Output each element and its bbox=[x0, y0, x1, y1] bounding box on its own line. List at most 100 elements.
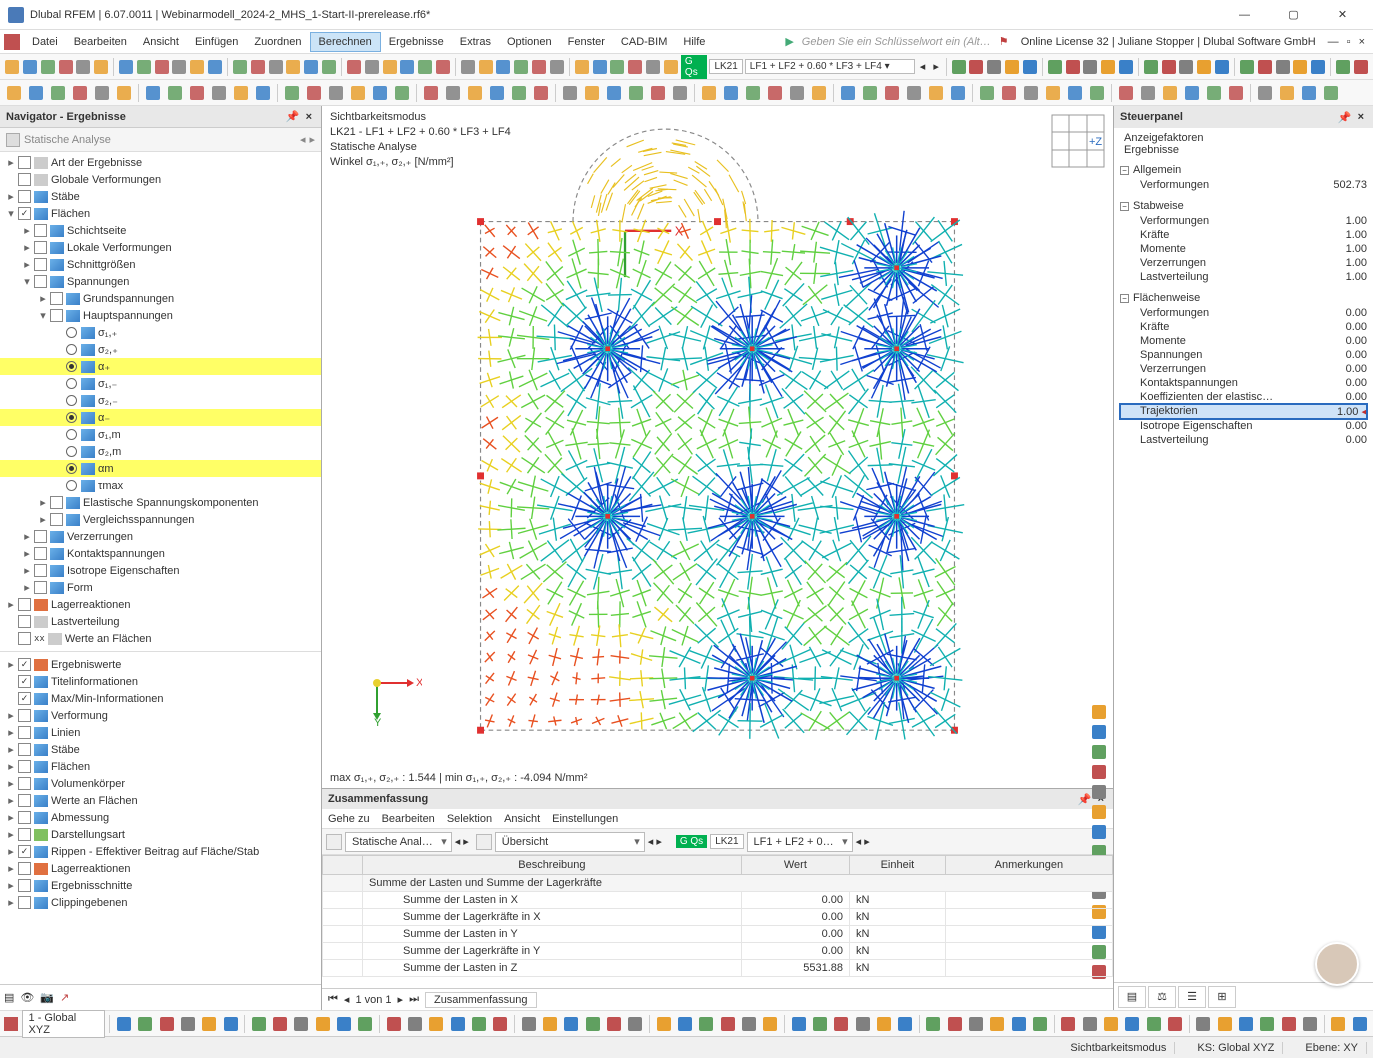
checkbox[interactable] bbox=[18, 156, 31, 169]
sum-prev2-icon[interactable]: ◂ bbox=[648, 835, 654, 848]
checkbox[interactable] bbox=[34, 581, 47, 594]
checkbox[interactable] bbox=[18, 743, 31, 756]
toolbar-button[interactable] bbox=[382, 57, 398, 77]
bottom-toolbar-button[interactable] bbox=[1258, 1014, 1277, 1034]
menu-berechnen[interactable]: Berechnen bbox=[310, 32, 381, 52]
toolbar-button[interactable] bbox=[1321, 83, 1341, 103]
panel-row[interactable]: Verformungen502.73 bbox=[1120, 178, 1367, 192]
tree-item[interactable]: ▸Flächen bbox=[0, 758, 321, 775]
panel-row[interactable]: Kräfte0.00 bbox=[1120, 320, 1367, 334]
sum-lc-next-icon[interactable]: ▸ bbox=[864, 835, 870, 848]
sum-prev-icon[interactable]: ◂ bbox=[455, 835, 461, 848]
toolbar-button[interactable] bbox=[232, 57, 248, 77]
nav-tab-eye-icon[interactable]: 👁 bbox=[20, 991, 34, 1004]
checkbox[interactable] bbox=[34, 241, 47, 254]
toolbar-button[interactable] bbox=[435, 57, 451, 77]
toolbar-button[interactable] bbox=[417, 57, 433, 77]
toolbar-button[interactable] bbox=[399, 57, 415, 77]
bottom-toolbar-button[interactable] bbox=[626, 1014, 645, 1034]
tree-item[interactable]: σ₂,m bbox=[0, 443, 321, 460]
bottom-toolbar-button[interactable] bbox=[1279, 1014, 1298, 1034]
sum-next-icon[interactable]: ▸ bbox=[463, 835, 469, 848]
panel-row[interactable]: Verzerrungen0.00 bbox=[1120, 362, 1367, 376]
summary-view-combo[interactable]: Übersicht bbox=[495, 832, 645, 852]
bottom-toolbar-button[interactable] bbox=[583, 1014, 602, 1034]
tree-item[interactable]: τmax bbox=[0, 477, 321, 494]
toolbar-button[interactable] bbox=[1255, 83, 1275, 103]
bottom-toolbar-button[interactable] bbox=[540, 1014, 559, 1034]
bottom-toolbar-button[interactable] bbox=[249, 1014, 268, 1034]
toolbar-button[interactable] bbox=[165, 83, 185, 103]
toolbar-button[interactable] bbox=[209, 83, 229, 103]
sum-toolbar-button[interactable] bbox=[1089, 802, 1109, 822]
toolbar-button[interactable] bbox=[1299, 83, 1319, 103]
maximize-button[interactable]: ▢ bbox=[1271, 1, 1316, 29]
tree-item[interactable]: σ₂,₊ bbox=[0, 341, 321, 358]
checkbox[interactable] bbox=[34, 258, 47, 271]
table-row[interactable]: Summe der Lasten in Y0.00kN bbox=[323, 926, 1113, 943]
tree-item[interactable]: ▸Isotrope Eigenschaften bbox=[0, 562, 321, 579]
tree-item[interactable]: ▸Clippingebenen bbox=[0, 894, 321, 911]
toolbar-button[interactable] bbox=[231, 83, 251, 103]
summary-menu-item[interactable]: Einstellungen bbox=[552, 813, 618, 825]
tree-item[interactable]: σ₁,m bbox=[0, 426, 321, 443]
close-button[interactable]: ✕ bbox=[1320, 1, 1365, 29]
toolbar-button[interactable] bbox=[809, 83, 829, 103]
toolbar-button[interactable] bbox=[496, 57, 512, 77]
tree-item[interactable]: ▸Art der Ergebnisse bbox=[0, 154, 321, 171]
bottom-toolbar-button[interactable] bbox=[832, 1014, 851, 1034]
bottom-toolbar-button[interactable] bbox=[654, 1014, 673, 1034]
lc-prev-icon[interactable]: ◂ bbox=[917, 60, 929, 73]
menu-zuordnen[interactable]: Zuordnen bbox=[246, 33, 309, 51]
panel-row[interactable]: Lastverteilung1.00 bbox=[1120, 270, 1367, 284]
toolbar-button[interactable] bbox=[465, 83, 485, 103]
toolbar-button[interactable] bbox=[986, 57, 1002, 77]
toolbar-button[interactable] bbox=[303, 57, 319, 77]
minimize-button[interactable]: — bbox=[1222, 1, 1267, 29]
sum-tb-icon[interactable] bbox=[326, 834, 342, 850]
tree-item[interactable]: ▸Ergebniswerte bbox=[0, 656, 321, 673]
bottom-toolbar-button[interactable] bbox=[1236, 1014, 1255, 1034]
toolbar-button[interactable] bbox=[948, 83, 968, 103]
checkbox[interactable] bbox=[18, 845, 31, 858]
tree-item[interactable]: ▸Stäbe bbox=[0, 188, 321, 205]
panel-row[interactable]: Lastverteilung0.00 bbox=[1120, 433, 1367, 447]
tree-item[interactable]: ▸Schichtseite bbox=[0, 222, 321, 239]
toolbar-button[interactable] bbox=[626, 83, 646, 103]
bottom-toolbar-button[interactable] bbox=[718, 1014, 737, 1034]
toolbar-button[interactable] bbox=[645, 57, 661, 77]
coord-system[interactable]: 1 - Global XYZ bbox=[22, 1010, 106, 1038]
toolbar-button[interactable] bbox=[904, 83, 924, 103]
checkbox[interactable] bbox=[18, 675, 31, 688]
toolbar-button[interactable] bbox=[509, 83, 529, 103]
tree-item[interactable]: ▾Flächen bbox=[0, 205, 321, 222]
bottom-toolbar-button[interactable] bbox=[157, 1014, 176, 1034]
bottom-toolbar-button[interactable] bbox=[1144, 1014, 1163, 1034]
table-row[interactable]: Summe der Lasten in Z5531.88kN bbox=[323, 960, 1113, 977]
toolbar-button[interactable] bbox=[663, 57, 679, 77]
toolbar-button[interactable] bbox=[443, 83, 463, 103]
checkbox[interactable] bbox=[18, 598, 31, 611]
table-row[interactable]: Summe der Lagerkräfte in Y0.00kN bbox=[323, 943, 1113, 960]
toolbar-button[interactable] bbox=[1004, 57, 1020, 77]
panel-group-header[interactable]: −Flächenweise bbox=[1120, 290, 1367, 306]
toolbar-button[interactable] bbox=[1293, 57, 1309, 77]
tree-item[interactable]: ▸Lokale Verformungen bbox=[0, 239, 321, 256]
toolbar-button[interactable] bbox=[860, 83, 880, 103]
toolbar-button[interactable] bbox=[207, 57, 223, 77]
toolbar-button[interactable] bbox=[582, 83, 602, 103]
toolbar-button[interactable] bbox=[951, 57, 967, 77]
panel-tab-1-icon[interactable]: ▤ bbox=[1118, 986, 1146, 1008]
checkbox[interactable] bbox=[50, 513, 63, 526]
bottom-toolbar-button[interactable] bbox=[761, 1014, 780, 1034]
bottom-toolbar-button[interactable] bbox=[562, 1014, 581, 1034]
checkbox[interactable] bbox=[18, 658, 31, 671]
radio[interactable] bbox=[66, 378, 77, 389]
tree-item[interactable]: α₋ bbox=[0, 409, 321, 426]
tree-item[interactable]: ▸Linien bbox=[0, 724, 321, 741]
checkbox[interactable] bbox=[34, 564, 47, 577]
tree-item[interactable]: Titelinformationen bbox=[0, 673, 321, 690]
checkbox[interactable] bbox=[18, 828, 31, 841]
toolbar-button[interactable] bbox=[4, 83, 24, 103]
radio[interactable] bbox=[66, 429, 77, 440]
